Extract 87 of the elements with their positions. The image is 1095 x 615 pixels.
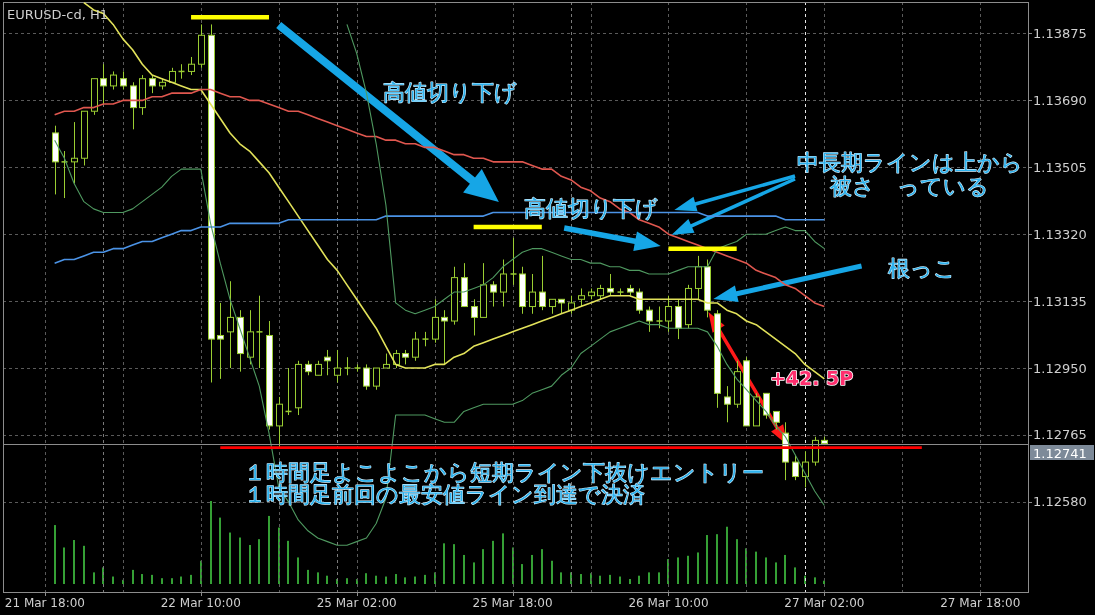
bar [560, 572, 562, 584]
bar [677, 557, 679, 584]
bar [658, 572, 660, 584]
bar [814, 577, 816, 584]
bar [726, 526, 728, 584]
bar [297, 557, 299, 584]
bar [210, 501, 212, 584]
x-tick-label: 22 Mar 10:00 [160, 596, 241, 610]
bar [502, 533, 504, 584]
bar [112, 576, 114, 584]
y-tick-label: 1.13135 [1033, 293, 1087, 309]
bar [249, 544, 251, 584]
bar [385, 576, 387, 584]
bar [404, 577, 406, 584]
bar [73, 540, 75, 584]
bar [473, 562, 475, 584]
bar [775, 562, 777, 584]
y-tick-label: 1.12765 [1033, 427, 1087, 443]
bar [521, 564, 523, 584]
bar [794, 567, 796, 584]
y-tick-label: 1.13690 [1033, 92, 1087, 108]
bar [171, 578, 173, 584]
bar [424, 574, 426, 584]
bar [619, 576, 621, 584]
annotation: 高値切り下げ [382, 79, 517, 105]
bar [258, 539, 260, 584]
bar [755, 551, 757, 584]
bar [268, 515, 270, 584]
bar [463, 554, 465, 584]
bar [716, 534, 718, 584]
bar [395, 574, 397, 584]
bar [346, 578, 348, 584]
x-tick-label: 26 Mar 10:00 [628, 596, 709, 610]
x-tick-label: 21 Mar 18:00 [4, 596, 85, 610]
annotation: 被さ っている [830, 173, 990, 199]
bar [443, 543, 445, 584]
bar [551, 560, 553, 584]
bar [132, 569, 134, 584]
annotation: 根っこ [887, 255, 956, 281]
bar [638, 575, 640, 584]
y-tick-label: 1.12580 [1033, 494, 1087, 510]
bar [609, 574, 611, 584]
bar [229, 532, 231, 584]
bar [151, 574, 153, 584]
bar [239, 537, 241, 584]
bar [287, 540, 289, 584]
bar [326, 575, 328, 584]
bar [580, 574, 582, 584]
bar [93, 572, 95, 584]
bar [453, 544, 455, 584]
bar [54, 525, 56, 584]
bar [736, 539, 738, 584]
bar [492, 540, 494, 584]
bar [482, 549, 484, 584]
bar [648, 572, 650, 584]
bar [83, 545, 85, 584]
bar [697, 552, 699, 584]
bar [375, 575, 377, 584]
bar [307, 569, 309, 584]
y-tick-label: 1.13320 [1033, 226, 1087, 242]
ref-line-label: 1.12741 [1033, 445, 1087, 461]
bar [531, 554, 533, 584]
y-tick-label: 1.12950 [1033, 360, 1087, 376]
bar [414, 576, 416, 584]
y-tick-label: 1.13875 [1033, 25, 1087, 41]
bar [161, 578, 163, 584]
bar [317, 572, 319, 584]
bar [180, 576, 182, 584]
bar [219, 517, 221, 584]
bar [599, 575, 601, 584]
bar [765, 557, 767, 584]
x-tick-label: 27 Mar 02:00 [784, 596, 865, 610]
bar [629, 579, 631, 584]
x-tick-label: 27 Mar 18:00 [940, 596, 1021, 610]
annotation: +42. 5P [769, 367, 854, 389]
bar [141, 574, 143, 584]
bar [63, 547, 65, 584]
bar [687, 555, 689, 584]
bar [784, 554, 786, 584]
bar [541, 549, 543, 584]
x-tick-label: 25 Mar 18:00 [472, 596, 553, 610]
x-tick-label: 25 Mar 02:00 [316, 596, 397, 610]
bar [706, 535, 708, 584]
y-tick-label: 1.13505 [1033, 159, 1087, 175]
bar [365, 573, 367, 584]
bar [190, 574, 192, 584]
annotation: 中長期ラインは上から [797, 149, 1023, 175]
